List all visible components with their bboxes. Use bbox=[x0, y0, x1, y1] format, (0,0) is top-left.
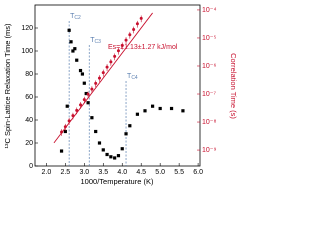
data-point bbox=[158, 106, 162, 111]
data-point bbox=[116, 154, 121, 158]
data-point bbox=[75, 108, 79, 112]
data-point bbox=[120, 147, 124, 151]
data-point bbox=[150, 104, 155, 108]
transition-label: TC2 bbox=[70, 13, 81, 21]
x-tick-label: 3.5 bbox=[98, 169, 108, 176]
fit-annotation: Es=21.13±1.27 kJ/mol bbox=[108, 44, 178, 51]
y2-tick-label: 10⁻⁴ bbox=[202, 7, 217, 14]
transition-label: TC4 bbox=[127, 73, 138, 81]
y2-tick-label: 10⁻⁶ bbox=[202, 63, 216, 70]
transition-label-sub: C4 bbox=[131, 75, 138, 81]
data-point bbox=[124, 132, 128, 136]
x-tick-label: 5.0 bbox=[155, 169, 165, 176]
data-point bbox=[71, 49, 75, 53]
transition-label-sub: C2 bbox=[74, 15, 81, 21]
data-point bbox=[105, 152, 109, 157]
data-point bbox=[79, 103, 83, 107]
data-point bbox=[120, 43, 124, 47]
data-point bbox=[67, 28, 71, 32]
data-point bbox=[169, 106, 174, 111]
chart: 1000/Temperature (K) ¹³C Spin-Lattice Re… bbox=[3, 4, 238, 186]
data-point bbox=[105, 65, 109, 69]
y-tick-label: 20 bbox=[25, 140, 33, 147]
data-point bbox=[82, 81, 86, 85]
data-point bbox=[113, 156, 117, 160]
data-point bbox=[128, 124, 132, 128]
y2-axis-label: Correlation Time (s) bbox=[229, 53, 238, 119]
data-point bbox=[90, 116, 94, 120]
data-point bbox=[124, 38, 128, 42]
y2-tick-label: 10⁻⁸ bbox=[202, 119, 216, 126]
data-point bbox=[109, 155, 113, 159]
transition-label-main: T bbox=[70, 13, 75, 20]
transition-label: TC3 bbox=[90, 37, 101, 45]
data-point bbox=[82, 98, 86, 102]
transition-label-sub: C3 bbox=[95, 39, 102, 45]
data-point bbox=[69, 40, 73, 44]
y-tick-label: 0 bbox=[29, 163, 33, 170]
data-point bbox=[101, 71, 105, 75]
data-point bbox=[135, 112, 140, 116]
data-point bbox=[59, 149, 64, 153]
x-tick-label: 3.0 bbox=[79, 169, 89, 176]
data-point bbox=[73, 47, 77, 51]
x-tick-label: 2.5 bbox=[60, 169, 70, 176]
y-tick-label: 100 bbox=[21, 48, 33, 55]
x-axis-label: 1000/Temperature (K) bbox=[81, 177, 154, 186]
data-point bbox=[139, 16, 143, 20]
data-point bbox=[143, 109, 147, 113]
data-point bbox=[86, 92, 90, 96]
y-tick-label: 80 bbox=[25, 71, 33, 78]
y-axis-label: ¹³C Spin-Lattice Relaxation Time (ms) bbox=[3, 23, 12, 149]
data-point bbox=[75, 58, 79, 62]
data-point bbox=[84, 91, 88, 96]
data-point bbox=[116, 49, 120, 53]
data-point bbox=[113, 54, 117, 58]
data-point bbox=[86, 101, 90, 105]
y2-tick-label: 10⁻⁷ bbox=[202, 91, 216, 98]
data-point bbox=[132, 28, 136, 32]
data-point bbox=[181, 109, 185, 113]
data-point bbox=[101, 148, 105, 152]
data-point bbox=[109, 60, 113, 64]
y-tick-label: 60 bbox=[25, 94, 33, 101]
data-point bbox=[94, 81, 98, 85]
y2-tick-label: 10⁻⁹ bbox=[202, 147, 216, 154]
data-point bbox=[78, 68, 83, 73]
x-tick-label: 5.5 bbox=[174, 169, 184, 176]
data-point bbox=[128, 33, 132, 37]
x-tick-label: 4.5 bbox=[136, 169, 146, 176]
data-point bbox=[90, 87, 94, 91]
y-tick-label: 120 bbox=[21, 25, 33, 32]
data-point bbox=[63, 129, 67, 134]
x-tick-label: 4.0 bbox=[117, 169, 127, 176]
fit-line bbox=[53, 12, 153, 144]
plot-frame bbox=[34, 4, 201, 167]
data-point bbox=[97, 76, 101, 80]
data-point bbox=[65, 104, 69, 108]
y-tick-label: 40 bbox=[25, 117, 33, 124]
x-tick-label: 6.0 bbox=[193, 169, 203, 176]
data-point bbox=[80, 72, 85, 76]
data-point bbox=[97, 141, 102, 145]
data-point bbox=[135, 22, 139, 26]
y2-tick-label: 10⁻⁵ bbox=[202, 35, 216, 42]
transition-label-main: T bbox=[127, 73, 132, 80]
transition-label-main: T bbox=[90, 37, 95, 44]
data-point bbox=[94, 129, 98, 134]
x-tick-label: 2.0 bbox=[42, 169, 52, 176]
